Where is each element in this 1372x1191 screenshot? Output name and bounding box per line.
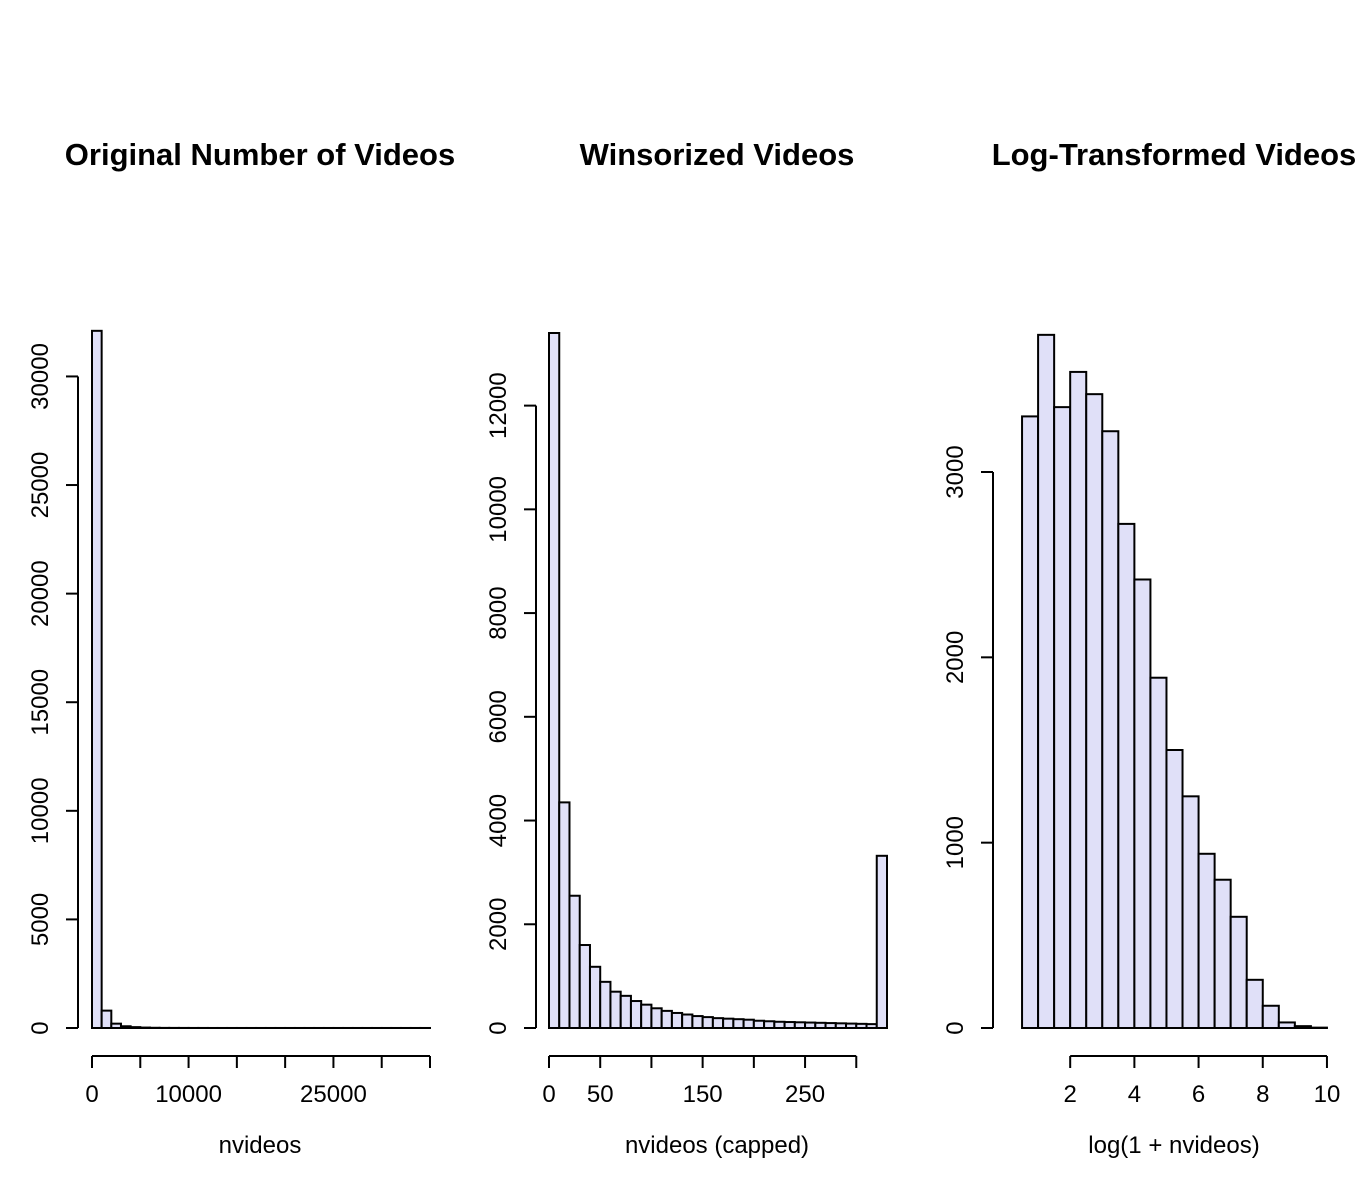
histogram-bar xyxy=(1134,579,1150,1028)
histogram-bar xyxy=(713,1018,723,1028)
histogram-bar xyxy=(682,1015,692,1028)
histogram-bar xyxy=(1183,796,1199,1028)
histogram-bar xyxy=(846,1024,856,1028)
y-tick-label: 0 xyxy=(485,1021,512,1034)
histogram-bar xyxy=(600,982,610,1028)
histogram-bar xyxy=(610,992,620,1028)
histogram-bar xyxy=(651,1008,661,1028)
histogram-bar xyxy=(785,1022,795,1028)
histogram-bar xyxy=(1166,750,1182,1028)
histogram-bar xyxy=(1263,1006,1279,1028)
chart-title: Original Number of Videos xyxy=(65,137,455,172)
histogram-bar xyxy=(692,1016,702,1028)
histogram-bar xyxy=(569,896,579,1028)
histogram-bar xyxy=(826,1023,836,1028)
x-axis-label: nvideos xyxy=(219,1132,302,1159)
histogram-bar xyxy=(856,1024,866,1028)
histogram-bar xyxy=(1150,678,1166,1028)
histogram-bar xyxy=(580,945,590,1028)
x-tick-label: 250 xyxy=(785,1081,825,1108)
y-tick-label: 6000 xyxy=(485,690,512,743)
histogram-bar xyxy=(111,1024,121,1028)
x-tick-label: 6 xyxy=(1192,1081,1205,1108)
histogram-bar xyxy=(1295,1026,1311,1028)
histogram-bar xyxy=(754,1021,764,1028)
x-tick-label: 8 xyxy=(1256,1081,1269,1108)
histogram-bar xyxy=(703,1017,713,1028)
histogram-bar xyxy=(1247,980,1263,1028)
x-tick-label: 0 xyxy=(542,1081,555,1108)
x-axis-label: nvideos (capped) xyxy=(625,1132,809,1159)
histogram-bar xyxy=(1022,416,1038,1028)
histogram-bar xyxy=(131,1027,141,1028)
histogram-bar xyxy=(733,1019,743,1028)
y-tick-label: 15000 xyxy=(27,669,54,736)
y-tick-label: 5000 xyxy=(27,893,54,946)
histogram-bar xyxy=(1199,854,1215,1028)
y-tick-label: 12000 xyxy=(485,372,512,439)
histogram-bar xyxy=(641,1005,651,1028)
y-tick-label: 1000 xyxy=(942,816,969,869)
y-tick-label: 30000 xyxy=(27,343,54,410)
x-tick-label: 2 xyxy=(1064,1081,1077,1108)
histogram-bar xyxy=(815,1023,825,1028)
histogram-bar xyxy=(867,1024,877,1028)
histogram-bar xyxy=(1070,372,1086,1028)
y-tick-label: 10000 xyxy=(485,476,512,543)
histogram-bar xyxy=(1086,394,1102,1028)
histogram-bar xyxy=(774,1022,784,1028)
x-tick-label: 10 xyxy=(1314,1081,1341,1108)
x-tick-label: 0 xyxy=(85,1081,98,1108)
histogram-bar xyxy=(559,802,569,1028)
chart-title: Winsorized Videos xyxy=(580,137,855,172)
y-tick-label: 2000 xyxy=(942,631,969,684)
x-tick-label: 50 xyxy=(587,1081,614,1108)
histogram-bar xyxy=(1118,524,1134,1028)
histogram-bar xyxy=(805,1023,815,1028)
x-tick-label: 150 xyxy=(683,1081,723,1108)
histogram-bar xyxy=(795,1022,805,1028)
histogram-bar xyxy=(662,1011,672,1028)
histogram-bar xyxy=(764,1021,774,1028)
y-tick-label: 4000 xyxy=(485,794,512,847)
histogram-bar xyxy=(877,856,887,1028)
x-tick-label: 10000 xyxy=(155,1081,222,1108)
x-tick-label: 25000 xyxy=(300,1081,367,1108)
histogram-bar xyxy=(672,1013,682,1028)
y-tick-label: 0 xyxy=(942,1021,969,1034)
histogram-bar xyxy=(1215,880,1231,1028)
y-tick-label: 20000 xyxy=(27,560,54,627)
histogram-bar xyxy=(1279,1022,1295,1028)
x-tick-label: 4 xyxy=(1128,1081,1141,1108)
y-tick-label: 2000 xyxy=(485,898,512,951)
y-tick-label: 25000 xyxy=(27,452,54,519)
histogram-bar xyxy=(1038,335,1054,1028)
histogram-bar xyxy=(102,1011,112,1028)
histogram-bar xyxy=(1054,407,1070,1028)
histogram-bar xyxy=(723,1019,733,1028)
y-tick-label: 8000 xyxy=(485,586,512,639)
y-tick-label: 3000 xyxy=(942,445,969,498)
histogram-bar xyxy=(836,1023,846,1028)
histogram-bar xyxy=(1231,917,1247,1028)
y-tick-label: 10000 xyxy=(27,777,54,844)
histogram-bar xyxy=(549,333,559,1028)
y-tick-label: 0 xyxy=(27,1021,54,1034)
x-axis-label: log(1 + nvideos) xyxy=(1088,1132,1259,1159)
chart-title: Log-Transformed Videos xyxy=(992,137,1357,172)
histogram-bar xyxy=(631,1001,641,1028)
histogram-bar xyxy=(744,1020,754,1028)
histogram-bar xyxy=(590,967,600,1028)
histogram-bar xyxy=(92,331,102,1028)
histogram-bar xyxy=(621,996,631,1028)
histogram-bar xyxy=(1102,431,1118,1028)
histogram-bar xyxy=(121,1026,131,1028)
